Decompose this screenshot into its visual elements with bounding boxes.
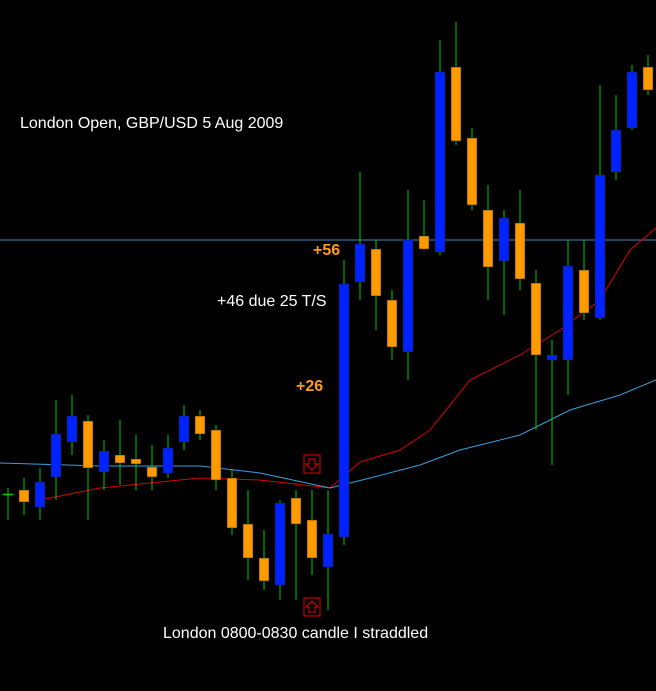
- buy-arrow: [303, 597, 321, 617]
- candle-body: [466, 137, 478, 206]
- candle-body: [130, 458, 142, 465]
- candle-body: [578, 269, 590, 314]
- candle-body: [514, 222, 526, 280]
- sell-arrow: [303, 454, 321, 474]
- candle-body: [114, 454, 126, 464]
- chart-title: London Open, GBP/USD 5 Aug 2009: [20, 115, 283, 132]
- candle-body: [402, 239, 414, 353]
- candle-body: [274, 502, 286, 586]
- annotation: +26: [296, 378, 323, 395]
- candle-body: [306, 519, 318, 559]
- candle-body: [226, 477, 238, 529]
- candle-body: [2, 493, 14, 496]
- candle-body: [98, 450, 110, 473]
- candle-body: [482, 209, 494, 268]
- candle-body: [370, 248, 382, 297]
- candle-body: [498, 217, 510, 262]
- candle-body: [258, 557, 270, 582]
- candle-body: [386, 299, 398, 348]
- candle-body: [610, 129, 622, 173]
- candle-body: [338, 283, 350, 538]
- candle-body: [178, 415, 190, 443]
- candle-body: [82, 420, 94, 469]
- annotation: +56: [313, 242, 340, 259]
- moving-average: [39, 227, 656, 501]
- candle-body: [18, 489, 30, 503]
- candle-body: [146, 466, 158, 478]
- candle-body: [530, 282, 542, 356]
- candle-body: [34, 481, 46, 508]
- candle-body: [66, 415, 78, 443]
- candle-body: [546, 354, 558, 361]
- candle-body: [354, 243, 366, 283]
- candle-body: [642, 66, 654, 91]
- candle-body: [194, 415, 206, 435]
- candle-body: [290, 497, 302, 525]
- candle-body: [162, 447, 174, 474]
- candle-body: [450, 66, 462, 142]
- candle-body: [210, 429, 222, 481]
- moving-average: [0, 379, 656, 489]
- annotation: +46 due 25 T/S: [217, 293, 327, 310]
- candle-body: [242, 523, 254, 559]
- candle-body: [50, 433, 62, 478]
- candle-body: [418, 235, 430, 250]
- candle-body: [594, 174, 606, 319]
- candle-body: [434, 71, 446, 253]
- candle-body: [322, 533, 334, 568]
- candle-body: [626, 71, 638, 129]
- annotation: London 0800-0830 candle I straddled: [163, 625, 428, 642]
- candle-body: [562, 265, 574, 361]
